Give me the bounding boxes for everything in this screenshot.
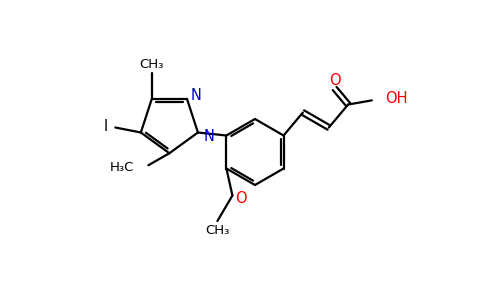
- Text: CH₃: CH₃: [205, 224, 229, 236]
- Text: CH₃: CH₃: [139, 58, 164, 71]
- Text: OH: OH: [385, 91, 407, 106]
- Text: I: I: [104, 119, 108, 134]
- Text: O: O: [235, 191, 247, 206]
- Text: H₃C: H₃C: [110, 161, 135, 174]
- Text: N: N: [191, 88, 202, 104]
- Text: N: N: [204, 129, 215, 144]
- Text: O: O: [329, 73, 340, 88]
